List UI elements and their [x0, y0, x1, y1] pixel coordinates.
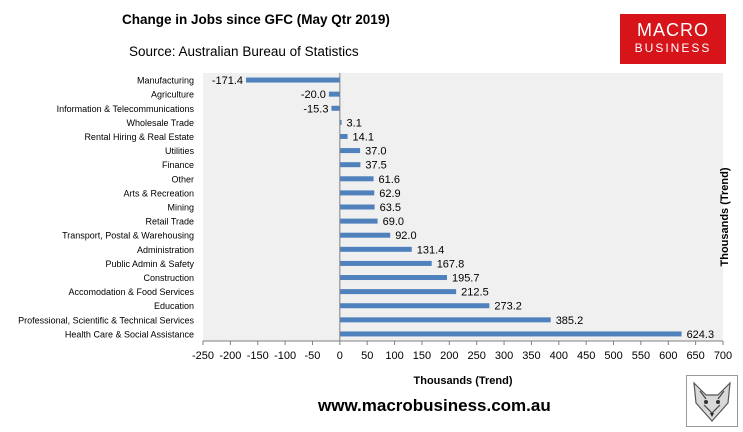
category-label: Manufacturing [137, 76, 194, 86]
x-tick-label: 700 [714, 350, 732, 362]
data-label: 273.2 [494, 301, 522, 313]
category-label: Public Admin & Safety [105, 259, 194, 269]
data-label: 212.5 [461, 287, 489, 299]
x-tick-label: 250 [468, 350, 486, 362]
category-label: Other [171, 174, 194, 184]
x-tick-label: 400 [550, 350, 568, 362]
data-label: 131.4 [417, 244, 445, 256]
bar [339, 119, 342, 125]
category-label: Retail Trade [145, 217, 194, 227]
data-label: 3.1 [347, 117, 362, 129]
chart-source: Source: Australian Bureau of Statistics [129, 44, 359, 59]
logo-line-business: BUSINESS [634, 41, 712, 55]
x-tick-label: 0 [337, 350, 343, 362]
data-label: 195.7 [452, 273, 480, 285]
x-axis-title: Thousands (Trend) [414, 375, 513, 387]
data-label: 62.9 [379, 188, 400, 200]
x-tick-label: 650 [686, 350, 704, 362]
x-tick-label: -150 [247, 350, 269, 362]
bar [339, 133, 348, 139]
bar [339, 162, 361, 168]
x-tick-label: -250 [192, 350, 214, 362]
data-label: 14.1 [353, 131, 374, 143]
bar [331, 105, 340, 111]
plot-area [203, 73, 723, 341]
x-tick-label: 350 [522, 350, 540, 362]
bar [339, 176, 374, 182]
data-label: 37.0 [365, 146, 386, 158]
x-tick-label: 600 [659, 350, 677, 362]
y-axis-title: Thousands (Trend) [719, 167, 731, 266]
x-tick-label: -50 [305, 350, 321, 362]
category-label: Agriculture [151, 90, 194, 100]
category-label: Arts & Recreation [123, 188, 194, 198]
data-label: 385.2 [556, 315, 584, 327]
bar [339, 303, 490, 309]
bar [339, 317, 551, 323]
chart-title: Change in Jobs since GFC (May Qtr 2019) [122, 12, 390, 27]
data-label: -15.3 [303, 103, 328, 115]
x-tick-label: 550 [632, 350, 650, 362]
bar [339, 148, 361, 154]
category-label: Professional, Scientific & Technical Ser… [18, 315, 194, 325]
x-tick-label: 150 [413, 350, 431, 362]
data-label: -171.4 [212, 75, 243, 87]
data-label: -20.0 [301, 89, 326, 101]
macrobusiness-logo: MACRO BUSINESS [620, 14, 726, 64]
x-tick-label: 50 [361, 350, 373, 362]
data-label: 63.5 [380, 202, 401, 214]
data-label: 61.6 [379, 174, 400, 186]
bar [339, 204, 375, 210]
fox-mascot-icon [686, 375, 738, 427]
bar [246, 77, 340, 83]
data-label: 69.0 [383, 216, 404, 228]
website-url: www.macrobusiness.com.au [318, 396, 551, 415]
category-label: Health Care & Social Assistance [65, 329, 194, 339]
data-label: 37.5 [365, 160, 386, 172]
bar [339, 331, 682, 337]
category-label: Rental Hiring & Real Estate [84, 132, 194, 142]
bar [328, 91, 340, 97]
x-tick-label: -100 [274, 350, 296, 362]
category-label: Finance [162, 160, 194, 170]
x-tick-label: 100 [385, 350, 403, 362]
bar [339, 218, 378, 224]
category-label: Information & Telecommunications [57, 104, 195, 114]
category-label: Wholesale Trade [126, 118, 194, 128]
x-tick-label: 200 [440, 350, 458, 362]
data-label: 167.8 [437, 258, 465, 270]
bar [339, 190, 375, 196]
x-tick-label: 500 [604, 350, 622, 362]
x-tick-label: 300 [495, 350, 513, 362]
x-tick-label: 450 [577, 350, 595, 362]
x-tick-label: -200 [219, 350, 241, 362]
category-label: Education [154, 301, 194, 311]
bar [339, 232, 391, 238]
category-label: Construction [143, 273, 194, 283]
category-label: Accomodation & Food Services [68, 287, 194, 297]
category-label: Utilities [165, 146, 195, 156]
bar [339, 246, 412, 252]
data-label: 92.0 [395, 230, 416, 242]
bar [339, 275, 447, 281]
data-label: 624.3 [687, 329, 715, 341]
category-label: Mining [167, 203, 194, 213]
bar [339, 260, 432, 266]
category-label: Transport, Postal & Warehousing [62, 231, 194, 241]
bar [339, 289, 457, 295]
category-label: Administration [137, 245, 194, 255]
logo-line-macro: MACRO [637, 20, 709, 40]
